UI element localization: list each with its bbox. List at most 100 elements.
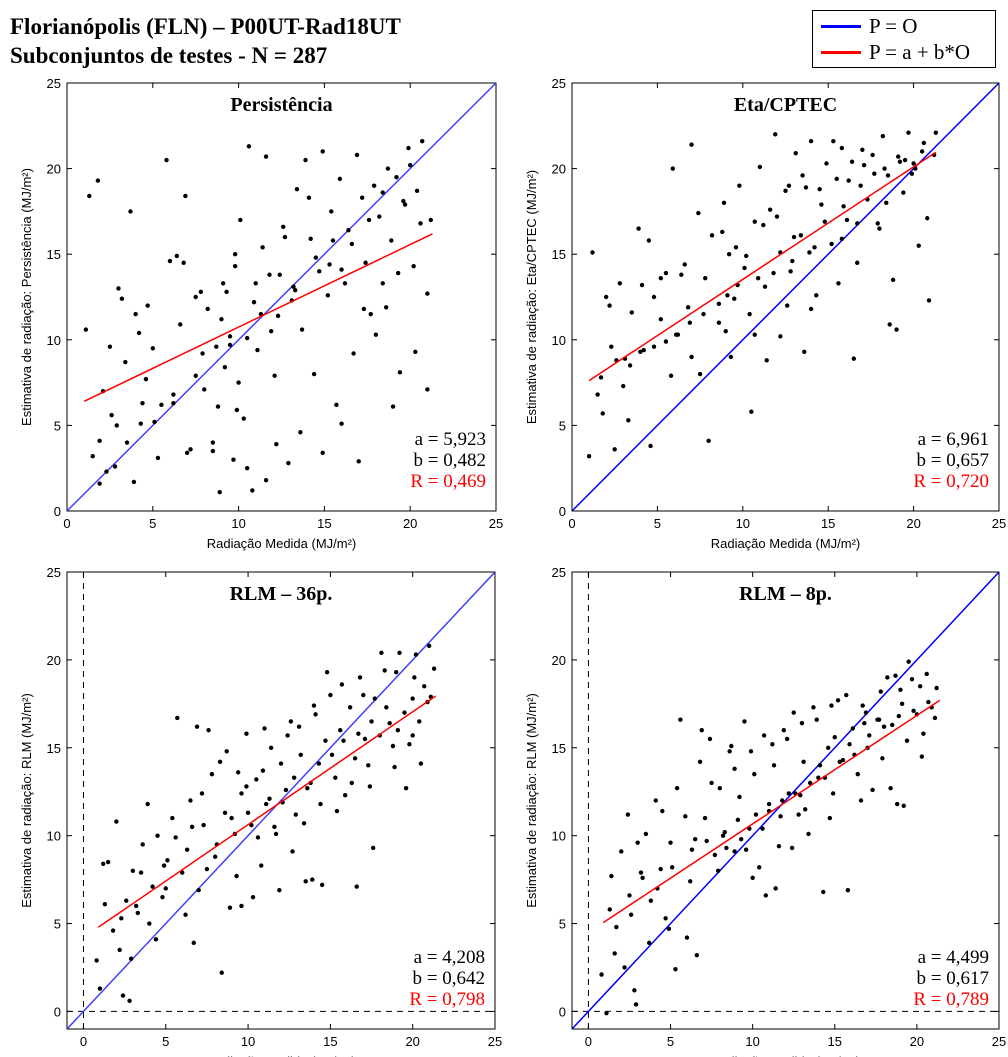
data-point <box>697 371 703 377</box>
x-tick-label: 15 <box>828 1034 842 1049</box>
stat-a: a = 4,208 <box>414 947 485 968</box>
data-point <box>844 692 849 698</box>
data-point <box>244 335 250 341</box>
data-point <box>402 202 408 207</box>
data-point <box>881 724 887 729</box>
data-point <box>136 330 142 336</box>
x-tick-label: 15 <box>821 516 835 531</box>
data-point <box>193 294 198 300</box>
data-point <box>259 863 264 868</box>
x-tick-label: 10 <box>231 516 245 531</box>
data-point <box>351 351 356 356</box>
data-point <box>721 200 727 206</box>
data-point <box>311 703 317 708</box>
data-point <box>128 209 133 214</box>
data-point <box>196 887 201 893</box>
data-point <box>875 221 880 226</box>
data-point <box>370 845 376 851</box>
x-tick-label: 25 <box>992 1034 1006 1049</box>
data-point <box>763 893 768 898</box>
data-point <box>720 229 725 235</box>
data-point <box>239 903 244 909</box>
data-point <box>689 142 694 147</box>
y-tick-label: 0 <box>559 504 566 519</box>
data-point <box>819 202 824 207</box>
data-point <box>812 245 817 250</box>
regression-line <box>602 699 941 924</box>
data-point <box>899 701 905 707</box>
data-point <box>716 301 722 307</box>
data-point <box>323 738 328 743</box>
data-point <box>407 742 412 747</box>
data-point <box>755 275 761 281</box>
data-point <box>210 448 216 454</box>
y-tick-label: 15 <box>47 247 61 262</box>
data-point <box>263 477 269 483</box>
data-point <box>286 460 291 466</box>
data-point <box>609 873 614 879</box>
data-point <box>238 217 243 223</box>
data-point <box>806 831 811 837</box>
data-point <box>651 294 657 300</box>
data-point <box>737 794 742 800</box>
data-point <box>119 916 124 921</box>
data-point <box>183 193 188 199</box>
data-point <box>890 722 895 728</box>
x-tick-label: 5 <box>162 1034 169 1049</box>
identity-line <box>67 572 495 1029</box>
y-tick-label: 25 <box>47 565 61 580</box>
data-point <box>277 272 282 277</box>
data-point <box>277 887 282 893</box>
data-point <box>428 217 433 223</box>
data-point <box>94 958 99 963</box>
data-point <box>614 924 619 930</box>
data-point <box>267 272 272 277</box>
data-point <box>924 671 929 677</box>
data-point <box>201 822 206 828</box>
data-point <box>173 835 178 840</box>
data-point <box>663 270 669 276</box>
data-point <box>858 798 864 803</box>
data-point <box>860 147 865 152</box>
data-point <box>798 233 804 238</box>
data-point <box>181 260 186 265</box>
data-point <box>293 812 299 817</box>
data-point <box>673 332 679 337</box>
data-point <box>268 745 274 750</box>
data-point <box>683 814 688 819</box>
y-axis-label: Estimativa de radiação: RLM (MJ/m²) <box>524 693 539 908</box>
data-point <box>668 840 673 845</box>
data-point <box>653 798 658 803</box>
data-point <box>817 763 823 768</box>
y-tick-label: 15 <box>552 247 566 262</box>
data-point <box>639 282 645 288</box>
identity-line <box>572 83 999 511</box>
data-point <box>215 404 221 409</box>
data-point <box>767 207 773 212</box>
data-point <box>349 780 354 786</box>
data-point <box>849 159 855 164</box>
x-tick-label: 0 <box>585 1034 592 1049</box>
data-point <box>629 310 634 315</box>
x-tick-label: 10 <box>736 516 750 531</box>
data-point <box>328 692 333 698</box>
data-point <box>877 226 882 231</box>
data-point <box>627 363 633 368</box>
data-point <box>184 847 190 852</box>
data-point <box>380 190 385 195</box>
legend-swatch-fit <box>821 50 861 54</box>
x-tick-label: 15 <box>323 1034 337 1049</box>
stat-a: a = 5,923 <box>415 429 486 450</box>
data-point <box>184 450 190 455</box>
data-point <box>272 373 277 378</box>
data-point <box>395 727 401 733</box>
data-point <box>138 870 144 875</box>
data-point <box>715 868 721 874</box>
data-point <box>607 907 612 912</box>
data-point <box>663 339 669 344</box>
data-point <box>209 771 215 777</box>
data-point <box>732 849 737 854</box>
data-point <box>362 736 368 742</box>
y-tick-label: 20 <box>552 653 566 668</box>
data-point <box>845 887 851 893</box>
